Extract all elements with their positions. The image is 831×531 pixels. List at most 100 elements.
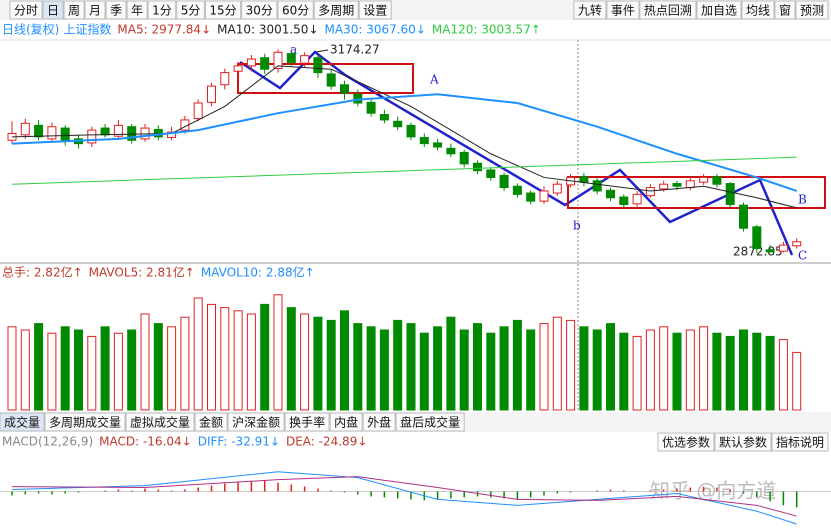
action-button-label[interactable]: 热点回溯 (644, 3, 692, 18)
wave-mark: b (573, 219, 581, 233)
candle-body (300, 55, 310, 64)
action-button[interactable] (639, 0, 697, 20)
tab[interactable] (125, 412, 195, 432)
ma-line (11, 65, 797, 209)
tab-label[interactable]: 换手率 (289, 415, 325, 430)
period-button-label[interactable]: 月 (89, 4, 101, 18)
candle-body (685, 180, 695, 189)
box (567, 176, 826, 209)
tab[interactable] (284, 412, 330, 432)
wave-mark: C (798, 249, 807, 263)
tab[interactable] (44, 412, 126, 432)
tab-label[interactable]: 金额 (199, 415, 223, 430)
tab[interactable] (194, 412, 228, 432)
period-button-label[interactable]: 年 (131, 4, 143, 18)
volume-bar (193, 297, 203, 411)
action-button[interactable] (573, 0, 607, 20)
volume-bar (739, 329, 748, 411)
action-button[interactable] (696, 0, 742, 20)
tab-label[interactable]: 虚拟成交量 (130, 415, 190, 430)
candle-body (606, 189, 615, 199)
period-button-label[interactable]: 日 (47, 4, 59, 18)
volume-bar (433, 326, 443, 411)
tab[interactable] (362, 412, 396, 432)
action-button[interactable] (741, 0, 775, 20)
action-button-label[interactable]: 九转 (578, 3, 602, 18)
volume-bar (353, 323, 363, 411)
action-button-label[interactable]: 均线 (746, 4, 770, 18)
volume-bar (419, 332, 429, 411)
indicator-button-label[interactable]: 优选参数 (662, 435, 710, 450)
period-button-label[interactable]: 季 (110, 4, 122, 18)
period-button[interactable] (277, 0, 314, 20)
volume-bar (712, 332, 722, 411)
volume-bar (300, 313, 310, 411)
legend-item: MA30: 3067.60↓ (325, 23, 426, 37)
candle-body (34, 124, 44, 138)
period-button-label[interactable]: 周 (68, 4, 80, 18)
action-button-label[interactable]: 事件 (611, 4, 635, 18)
volume-bar (725, 335, 735, 411)
indicator-button-label[interactable]: 默认参数 (719, 435, 767, 450)
period-button-label[interactable]: 5分 (181, 4, 201, 18)
period-button[interactable] (84, 0, 106, 20)
candle-body (100, 127, 110, 136)
period-button-label[interactable]: 1分 (152, 4, 172, 18)
volume-bar (153, 323, 163, 411)
period-button-label[interactable]: 分时 (14, 4, 38, 18)
period-button[interactable] (9, 0, 43, 20)
indicator-button[interactable] (771, 432, 829, 452)
volume-bar (100, 326, 110, 411)
tab[interactable] (227, 412, 285, 432)
legend-item: MA5: 2977.84↓ (117, 23, 211, 37)
action-button[interactable] (774, 0, 796, 20)
candle-body (446, 147, 456, 155)
volume-bar (778, 339, 788, 411)
period-button[interactable] (313, 0, 359, 20)
candle-body (739, 204, 748, 229)
tab-label[interactable]: 盘后成交量 (400, 415, 460, 430)
tab[interactable] (395, 412, 465, 432)
candle-body (592, 180, 602, 192)
volume-bar (606, 323, 615, 411)
period-button-label[interactable]: 60分 (282, 4, 309, 18)
action-button-label[interactable]: 预测 (800, 4, 824, 18)
period-button[interactable] (126, 0, 148, 20)
period-button[interactable] (241, 0, 278, 20)
candle-body (326, 73, 336, 87)
ma-line (11, 156, 797, 185)
action-button[interactable] (795, 0, 829, 20)
period-button[interactable] (105, 0, 127, 20)
tab-label[interactable]: 外盘 (367, 415, 391, 430)
period-button[interactable] (63, 0, 85, 20)
candle-body (712, 176, 722, 185)
action-button-label[interactable]: 窗 (779, 4, 791, 18)
tab-label[interactable]: 沪深金额 (232, 415, 280, 430)
index-name: 上证指数 (63, 22, 111, 37)
indicator-button-label[interactable]: 指标说明 (776, 435, 824, 450)
period-button[interactable] (42, 0, 64, 20)
action-button-label[interactable]: 加自选 (701, 4, 737, 18)
period-button[interactable] (147, 0, 177, 20)
tab-label[interactable]: 成交量 (4, 415, 40, 430)
tab[interactable] (329, 412, 363, 432)
indicator-button[interactable] (714, 432, 772, 452)
tab-label[interactable]: 内盘 (334, 415, 358, 430)
legend-item: 总手: 2.82亿↑ (2, 265, 83, 280)
period-button[interactable] (204, 0, 242, 20)
wave-mark: B (798, 193, 807, 207)
period-button-label[interactable]: 30分 (246, 4, 273, 18)
period-button-label[interactable]: 15分 (209, 4, 236, 18)
volume-bar (326, 319, 336, 411)
period-name: 日线(复权) (2, 23, 59, 37)
tab-label[interactable]: 多周期成交量 (49, 415, 121, 430)
candle-body (619, 196, 629, 205)
period-button[interactable] (358, 0, 392, 20)
period-button-label[interactable]: 设置 (363, 4, 387, 18)
leader (315, 49, 329, 53)
tab[interactable] (0, 412, 45, 432)
indicator-button[interactable] (657, 432, 715, 452)
action-button[interactable] (606, 0, 640, 20)
period-button[interactable] (176, 0, 205, 20)
period-button-label[interactable]: 多周期 (318, 4, 354, 18)
